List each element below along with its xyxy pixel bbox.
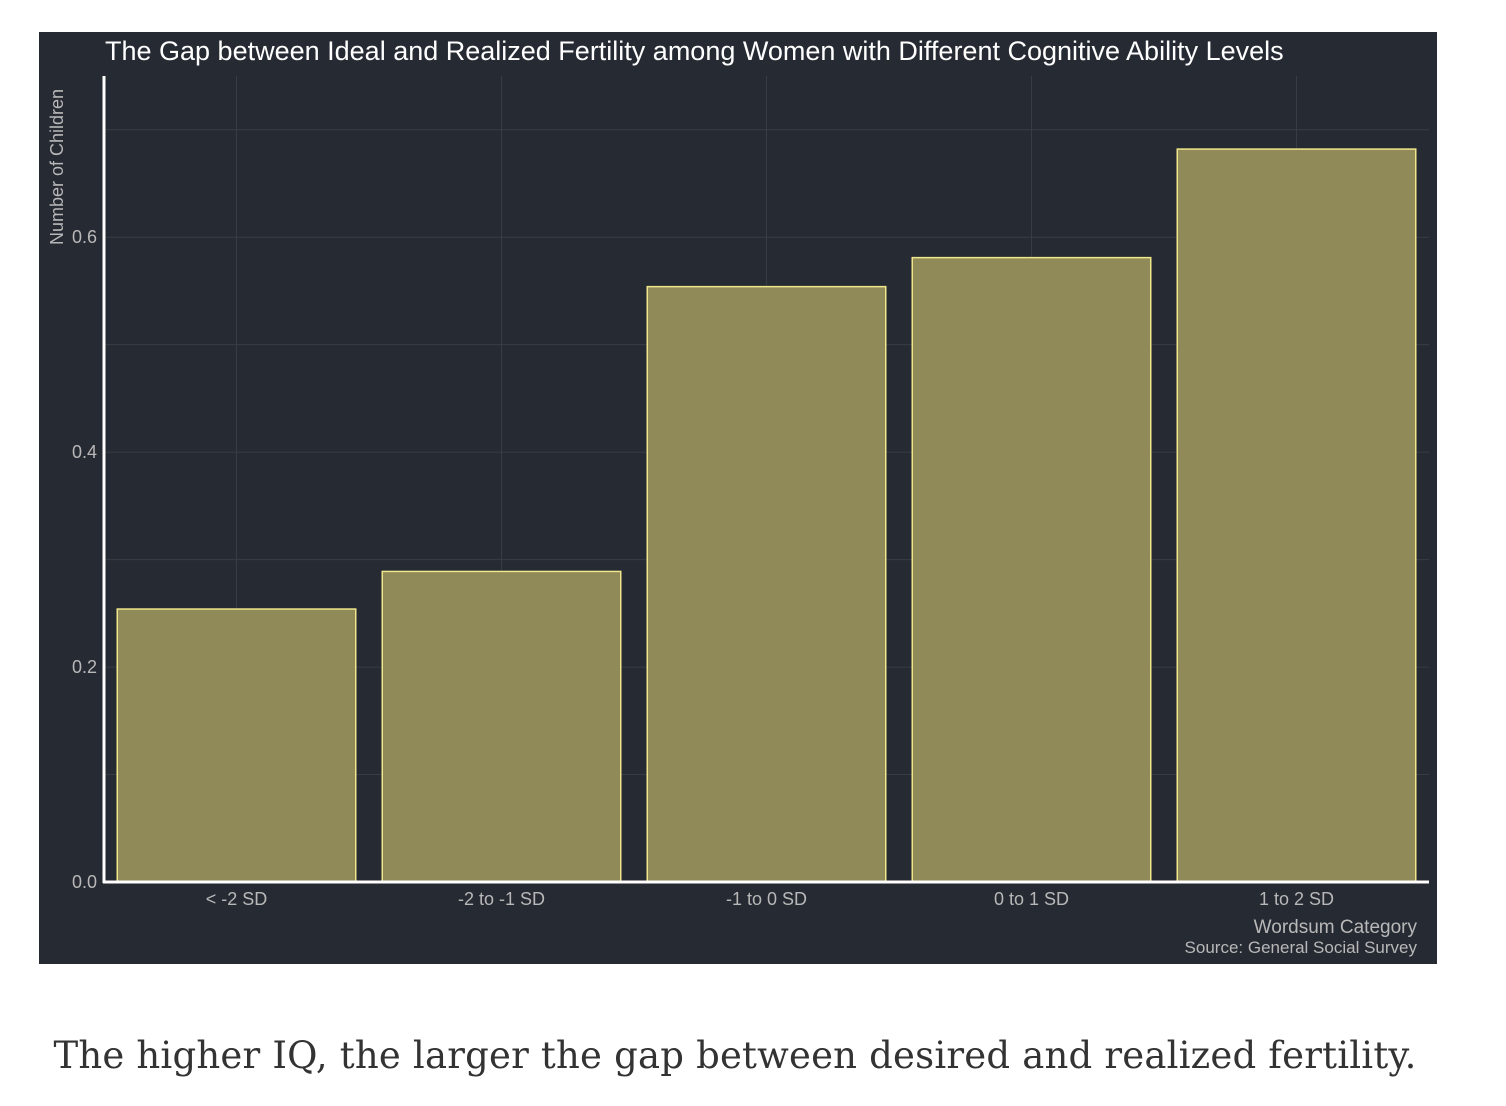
bar: [911, 256, 1152, 883]
bar: [646, 285, 887, 883]
figure-caption: The higher IQ, the larger the gap betwee…: [53, 1034, 1417, 1077]
y-tick-label: 0.0: [72, 872, 97, 892]
chart-title: The Gap between Ideal and Realized Ferti…: [105, 36, 1284, 66]
x-tick-label: -2 to -1 SD: [458, 889, 545, 909]
x-tick-label: < -2 SD: [206, 889, 268, 909]
y-tick-label: 0.4: [72, 442, 97, 462]
x-tick-label: 1 to 2 SD: [1259, 889, 1334, 909]
y-axis-label: Number of Children: [47, 89, 67, 245]
y-tick-label: 0.2: [72, 657, 97, 677]
bar: [381, 570, 622, 883]
x-axis-label: Wordsum Category: [1254, 917, 1418, 938]
bar: [116, 608, 357, 883]
bar: [1176, 148, 1417, 883]
y-tick-label: 0.6: [72, 227, 97, 247]
tick-labels: 0.0 0.2 0.4 0.6 < -2 SD -2 to -1 SD -1 to 0 SD…: [72, 227, 1334, 909]
bars: [116, 148, 1417, 883]
x-tick-label: -1 to 0 SD: [726, 889, 807, 909]
x-tick-label: 0 to 1 SD: [994, 889, 1069, 909]
chart-figure: 0.0 0.2 0.4 0.6 < -2 SD -2 to -1 SD -1 to 0 SD…: [39, 32, 1437, 964]
bar-chart: 0.0 0.2 0.4 0.6 < -2 SD -2 to -1 SD -1 to 0 SD…: [39, 32, 1437, 964]
source-label: Source: General Social Survey: [1185, 938, 1418, 957]
axes: [102, 76, 1429, 884]
